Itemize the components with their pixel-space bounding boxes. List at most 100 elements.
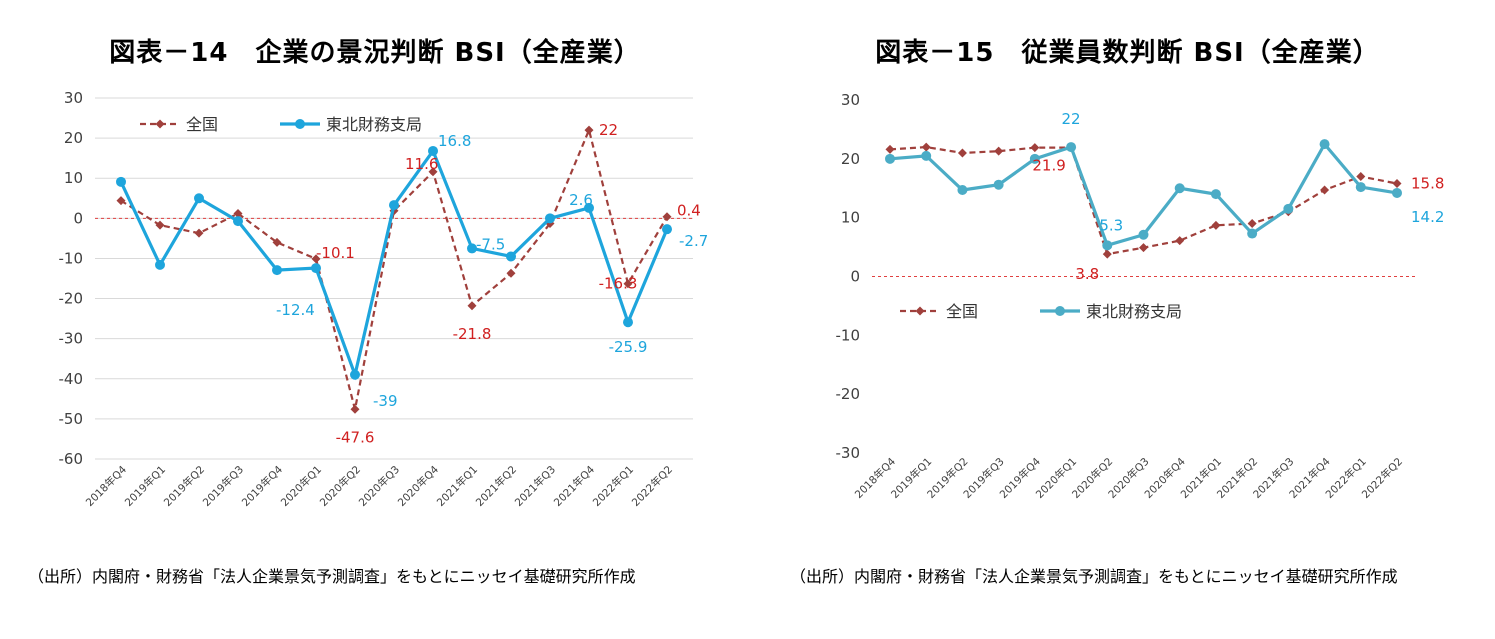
data-point-diamond <box>957 148 967 158</box>
data-label: 22 <box>1062 110 1081 128</box>
y-tick-label: 0 <box>73 209 83 227</box>
data-label: -7.5 <box>476 235 505 253</box>
x-tick-label: 2022年Q2 <box>629 463 675 509</box>
y-tick-label: 30 <box>64 89 83 107</box>
x-tick-label: 2021年Q1 <box>434 463 480 509</box>
data-point-circle <box>623 317 633 328</box>
data-point-circle <box>467 243 477 254</box>
data-point-circle <box>545 213 555 224</box>
data-point-circle <box>233 216 243 227</box>
series-line-1 <box>119 147 669 381</box>
y-tick-label: 20 <box>64 129 83 147</box>
data-point-diamond <box>233 209 243 219</box>
data-point-circle <box>155 259 165 270</box>
data-point-circle <box>1319 139 1330 150</box>
data-label: -12.4 <box>276 301 315 319</box>
source-note: （出所）内閣府・財務省「法人企業景気予測調査」をもとにニッセイ基礎研究所作成 <box>28 567 636 586</box>
y-tick-label: 30 <box>841 91 860 109</box>
chart-title: 図表－14 企業の景況判断 BSI（全産業） <box>109 38 641 68</box>
data-point-diamond <box>1102 249 1112 259</box>
data-point-circle <box>1355 182 1366 193</box>
x-tick-label: 2020年Q2 <box>317 463 363 509</box>
data-point-diamond <box>662 212 672 222</box>
data-point-diamond <box>1139 243 1148 253</box>
data-label: -16.3 <box>599 275 638 293</box>
data-point-circle <box>1029 153 1040 164</box>
y-tick-label: 0 <box>850 268 860 286</box>
data-point-circle <box>272 265 282 276</box>
chart-title: 図表－15 従業員数判断 BSI（全産業） <box>875 38 1380 68</box>
legend-marker <box>155 119 165 129</box>
data-point-circle <box>1066 142 1077 153</box>
data-point-circle <box>1102 240 1113 251</box>
data-label: -21.8 <box>453 325 492 343</box>
chart-panel-bsi-business: 図表－14 企業の景況判断 BSI（全産業） 30 20 10 0 -10 -20 -30 -… <box>28 38 708 586</box>
data-label: -39 <box>373 392 398 410</box>
data-point-diamond <box>1356 171 1366 181</box>
y-tick-label: -60 <box>59 450 84 468</box>
y-tick-label: -10 <box>59 249 84 267</box>
data-point-circle <box>885 153 895 164</box>
y-tick-label: -20 <box>59 290 84 308</box>
x-tick-label: 2021年Q3 <box>512 463 558 509</box>
data-point-diamond <box>1247 219 1257 229</box>
legend-label: 全国 <box>186 115 218 134</box>
legend-label: 東北財務支局 <box>1086 302 1182 321</box>
y-tick-label: -30 <box>59 330 84 348</box>
series-line-0 <box>120 126 668 410</box>
data-point-circle <box>389 200 399 211</box>
data-label: 3.8 <box>1075 265 1099 283</box>
data-label: -25.9 <box>609 338 648 356</box>
data-point-circle <box>584 202 594 213</box>
x-tick-label: 2020年Q3 <box>356 463 402 509</box>
data-point-circle <box>506 251 516 262</box>
data-point-circle <box>1392 187 1402 198</box>
x-tick-label: 2021年Q4 <box>551 463 597 509</box>
data-point-circle <box>921 150 932 161</box>
x-tick-label: 2022年Q1 <box>590 463 636 509</box>
data-point-circle <box>957 185 968 196</box>
y-tick-label: -20 <box>836 385 861 403</box>
chart-svg: 3020100-10-20-302018年Q42019年Q12019年Q2201… <box>836 91 1445 501</box>
data-point-circle <box>311 263 321 274</box>
data-point-diamond <box>155 220 165 230</box>
data-point-diamond <box>428 167 438 177</box>
data-label: -47.6 <box>336 428 375 446</box>
legend-marker <box>1055 306 1065 316</box>
x-tick-label: 2019年Q1 <box>122 463 168 509</box>
data-label: -2.7 <box>679 232 708 250</box>
data-label: 5.3 <box>1099 216 1123 234</box>
chart-panel-bsi-employment: 図表－15 従業員数判断 BSI（全産業） 30 20 10 0 -10 -20 -30 20… <box>760 0 1495 639</box>
y-tick-label: -30 <box>836 444 861 462</box>
data-point-circle <box>993 179 1004 190</box>
data-point-diamond <box>1320 185 1330 195</box>
data-point-diamond <box>467 301 477 311</box>
data-point-circle <box>116 176 126 187</box>
y-tick-label: -50 <box>59 410 84 428</box>
data-point-circle <box>1138 229 1149 240</box>
y-tick-label: -40 <box>59 370 84 388</box>
legend-marker <box>295 119 305 129</box>
data-label: 11.6 <box>405 155 438 173</box>
data-label: 22 <box>599 121 618 139</box>
data-point-diamond <box>623 279 633 289</box>
y-tick-label: 20 <box>841 150 860 168</box>
data-point-circle <box>1210 189 1221 200</box>
legend-label: 東北財務支局 <box>326 115 422 134</box>
data-label: 14.2 <box>1411 208 1444 226</box>
y-tick-label: 10 <box>64 169 83 187</box>
x-tick-label: 2021年Q2 <box>473 463 519 509</box>
data-point-diamond <box>116 196 126 206</box>
data-label: 21.9 <box>1032 157 1065 175</box>
x-tick-label: 2019年Q3 <box>200 463 246 509</box>
data-point-diamond <box>311 254 321 264</box>
data-point-diamond <box>921 142 931 152</box>
data-point-diamond <box>1030 143 1040 153</box>
data-label: 16.8 <box>438 132 471 150</box>
data-point-diamond <box>885 144 895 154</box>
legend-label: 全国 <box>946 302 978 321</box>
data-point-diamond <box>584 125 594 135</box>
data-point-diamond <box>350 404 360 414</box>
data-point-circle <box>428 145 438 156</box>
data-point-circle <box>350 369 360 380</box>
